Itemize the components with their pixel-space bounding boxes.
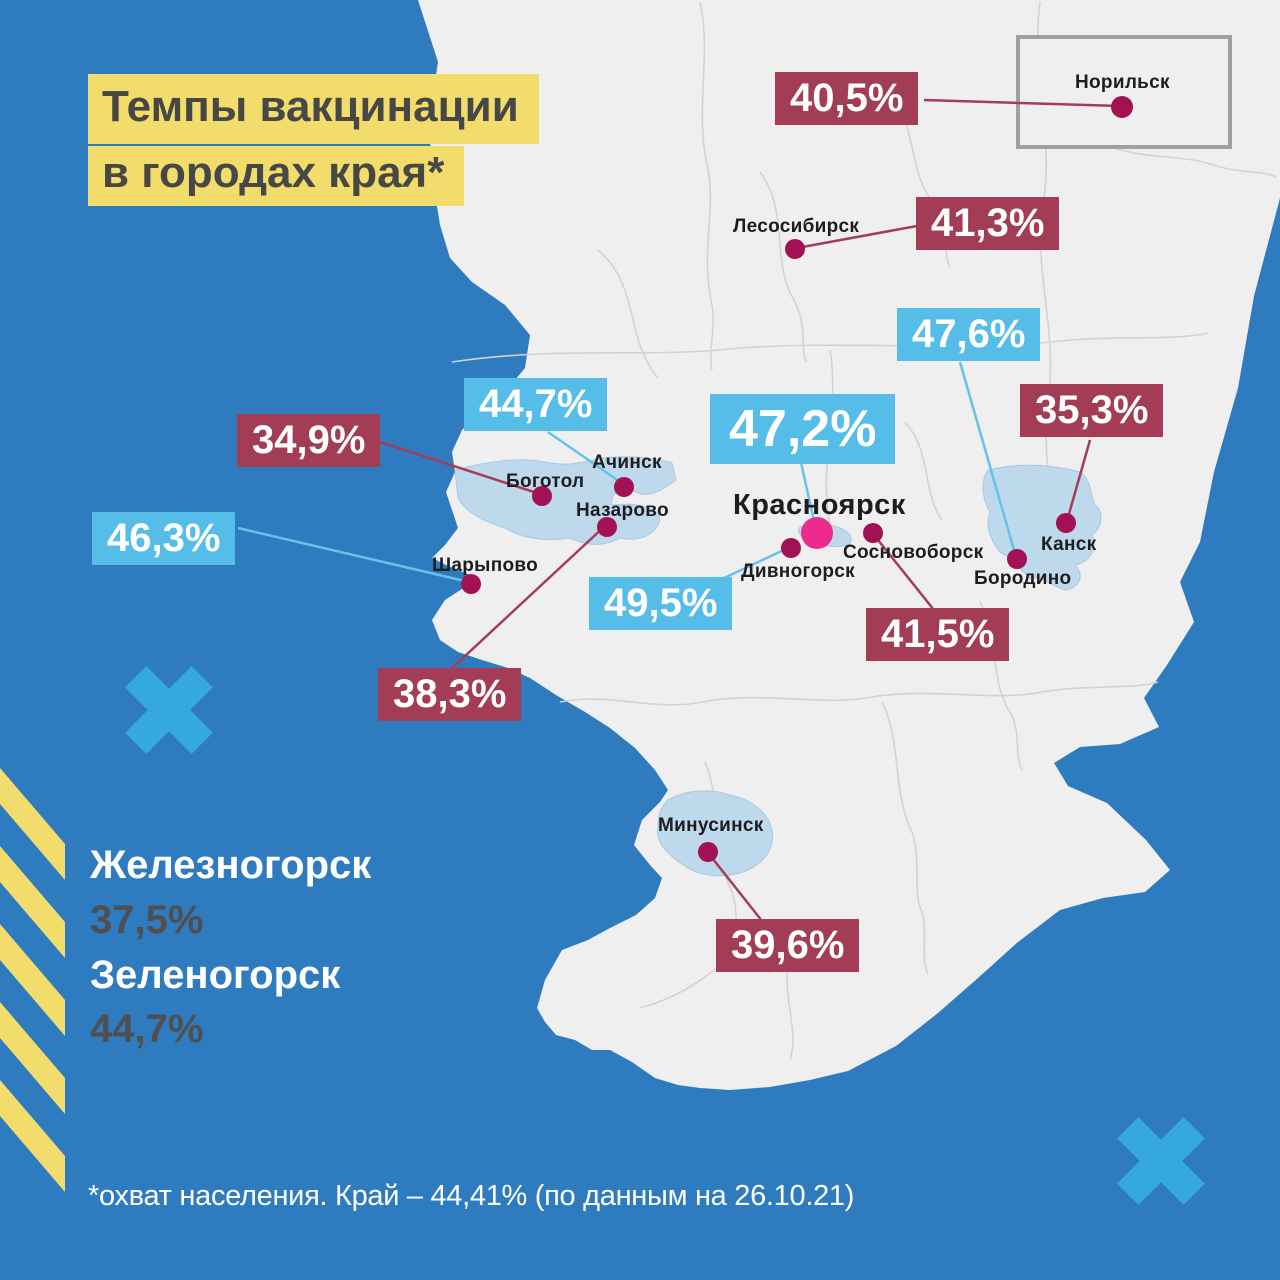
badge-bogotol: 34,9% (237, 414, 381, 468)
krai-map-shape (418, 0, 1280, 1090)
connector-nazarovo (449, 524, 607, 671)
district-minusinsk (657, 790, 774, 877)
yellow-stripes-decoration (0, 768, 65, 1192)
badge-minusinsk: 39,6% (716, 919, 860, 973)
norilsk-inset-box (1016, 35, 1232, 149)
page-title-line1: Темпы вакцинации (88, 74, 539, 144)
city-dot-nazarovo (597, 517, 617, 537)
connector-sharypovo (237, 526, 470, 584)
city-label-kansk: Канск (1041, 534, 1097, 555)
city-label-minusinsk: Минусинск (658, 815, 764, 836)
side-city-name: Железногорск (90, 843, 372, 887)
x-mark-right-icon (1117, 1117, 1205, 1205)
badge-lesosibirsk: 41,3% (916, 197, 1060, 251)
badge-krasnoyarsk: 47,2% (710, 394, 896, 465)
city-label-divnogorsk: Дивногорск (741, 561, 855, 582)
city-dot-krasnoyarsk (801, 517, 833, 549)
connector-minusinsk (708, 853, 763, 922)
city-dot-sosnovoborsk (863, 523, 883, 543)
badge-kansk: 35,3% (1020, 384, 1164, 438)
badge-sharypovo: 46,3% (92, 512, 236, 566)
city-label-sharypovo: Шарыпово (432, 555, 539, 576)
city-label-achinsk: Ачинск (592, 452, 662, 473)
city-dots (461, 96, 1133, 862)
city-dot-divnogorsk (781, 538, 801, 558)
city-dot-norilsk (1111, 96, 1133, 118)
badge-achinsk: 44,7% (464, 378, 608, 432)
city-label-bogotol: Боготол (506, 471, 585, 492)
connector-lesosibirsk (796, 224, 918, 250)
city-label-borodino: Бородино (974, 568, 1072, 589)
city-dot-minusinsk (698, 842, 718, 862)
badge-norilsk: 40,5% (775, 72, 919, 126)
city-label-lesosibirsk: Лесосибирск (733, 216, 860, 237)
side-city-value: 37,5% (90, 897, 204, 942)
city-dot-achinsk (614, 477, 634, 497)
side-city-value: 44,7% (90, 1007, 204, 1052)
closed-cities-list: Железногорск 37,5% Зеленогорск 44,7% (90, 838, 371, 1057)
x-mark-left-icon (125, 666, 213, 754)
city-label-sosnovoborsk: Сосновоборск (843, 542, 984, 563)
page-title-line2: в городах края* (88, 146, 465, 206)
city-dot-borodino (1007, 549, 1027, 569)
connector-sosnovoborsk (873, 534, 935, 611)
city-label-krasnoyarsk: Красноярск (733, 489, 906, 521)
city-label-nazarovo: Назарово (576, 500, 669, 521)
badge-borodino: 47,6% (897, 308, 1041, 362)
city-label-norilsk: Норильск (1075, 72, 1170, 93)
connector-bogotol (379, 440, 541, 496)
connector-achinsk (547, 430, 624, 486)
connector-lines (237, 98, 1121, 922)
side-city-name: Зеленогорск (90, 952, 341, 997)
connector-norilsk (923, 98, 1121, 108)
badge-divnogorsk: 49,5% (589, 577, 733, 631)
connector-borodino (958, 361, 1018, 558)
city-dot-lesosibirsk (785, 239, 805, 259)
city-dot-bogotol (532, 486, 552, 506)
connector-divnogorsk (719, 545, 791, 582)
city-dot-sharypovo (461, 574, 481, 594)
city-dot-kansk (1056, 513, 1076, 533)
connector-kansk (1065, 439, 1092, 522)
footnote: *охват населения. Край – 44,41% (по данн… (88, 1180, 855, 1212)
badge-sosnovoborsk: 41,5% (866, 608, 1010, 662)
badge-nazarovo: 38,3% (378, 668, 522, 722)
